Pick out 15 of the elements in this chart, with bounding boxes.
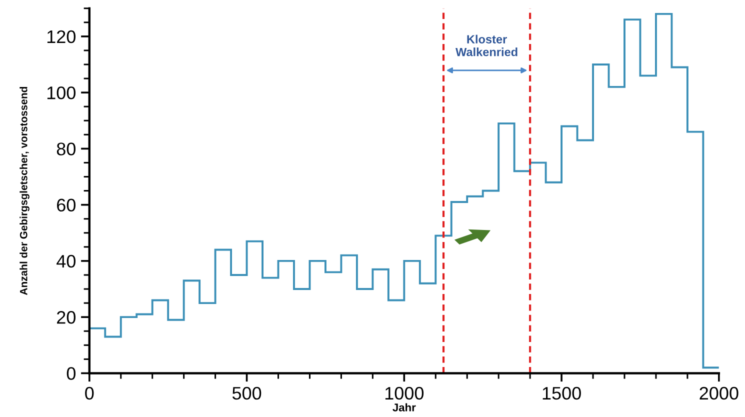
x-axis-title: Jahr [392, 403, 416, 412]
y-tick-label: 100 [47, 86, 76, 100]
x-tick-label: 2000 [700, 386, 738, 400]
x-tick-label: 0 [85, 386, 94, 400]
annotation: Kloster Walkenried [456, 34, 518, 56]
y-tick-label: 40 [56, 254, 76, 268]
y-axis-title: Anzahl der Gebirgsgletscher, vorstossend [20, 86, 30, 295]
x-tick-label: 1500 [542, 386, 581, 400]
y-tick-label: 80 [56, 142, 76, 156]
y-tick-label: 20 [57, 311, 76, 324]
y-tick-label: 0 [66, 367, 76, 380]
y-tick-label: 120 [47, 30, 76, 44]
x-tick-label: 500 [232, 386, 262, 400]
x-tick-label: 1000 [385, 386, 424, 400]
y-tick-label: 60 [57, 198, 76, 212]
